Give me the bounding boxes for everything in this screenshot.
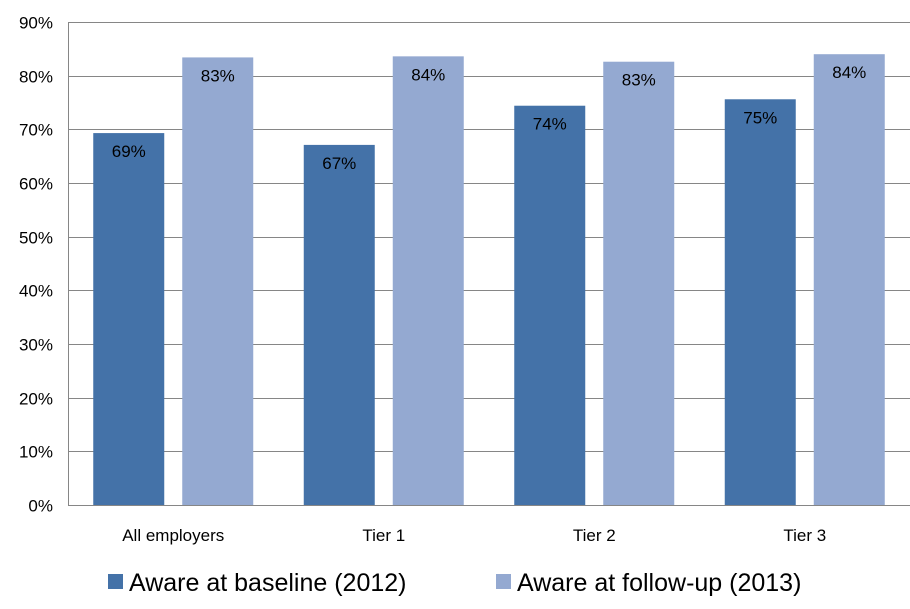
bar-baseline	[724, 99, 796, 505]
data-label: 83%	[201, 66, 235, 85]
x-axis-categories: All employers Tier 1 Tier 2 Tier 3	[122, 526, 826, 545]
y-tick-label: 40%	[19, 282, 53, 301]
y-tick-label: 90%	[19, 14, 53, 33]
data-label: 67%	[322, 154, 356, 173]
data-label: 69%	[112, 142, 146, 161]
bar-follow-up	[813, 54, 885, 505]
bar-baseline	[514, 105, 586, 505]
y-tick-label: 80%	[19, 68, 53, 87]
y-tick-label: 70%	[19, 121, 53, 140]
bars	[93, 54, 885, 506]
legend-label: Aware at follow-up (2013)	[517, 569, 801, 597]
y-tick-label: 30%	[19, 336, 53, 355]
data-label: 74%	[533, 115, 567, 134]
y-tick-label: 10%	[19, 443, 53, 462]
bar-baseline	[93, 133, 165, 505]
x-category-label: Tier 1	[362, 526, 405, 545]
legend-label: Aware at baseline (2012)	[129, 569, 407, 597]
data-label: 84%	[832, 63, 866, 82]
y-tick-label: 20%	[19, 390, 53, 409]
legend: Aware at baseline (2012) Aware at follow-…	[108, 569, 801, 597]
x-category-label: Tier 3	[783, 526, 826, 545]
y-axis-ticks: 0% 10% 20% 30% 40% 50% 60% 70% 80% 90%	[19, 14, 53, 516]
bar-baseline	[303, 144, 375, 505]
x-category-label: Tier 2	[573, 526, 616, 545]
bar-follow-up	[603, 61, 675, 506]
data-label: 83%	[622, 71, 656, 90]
y-tick-label: 60%	[19, 175, 53, 194]
legend-swatch	[108, 574, 123, 589]
data-label: 84%	[411, 65, 445, 84]
x-category-label: All employers	[122, 526, 224, 545]
data-labels: 69% 83% 67% 84% 74% 83% 75% 84%	[112, 63, 867, 173]
y-tick-label: 0%	[28, 497, 53, 516]
y-tick-label: 50%	[19, 229, 53, 248]
bar-follow-up	[392, 56, 464, 505]
data-label: 75%	[743, 108, 777, 127]
bar-follow-up	[182, 57, 254, 506]
legend-swatch	[496, 574, 511, 589]
